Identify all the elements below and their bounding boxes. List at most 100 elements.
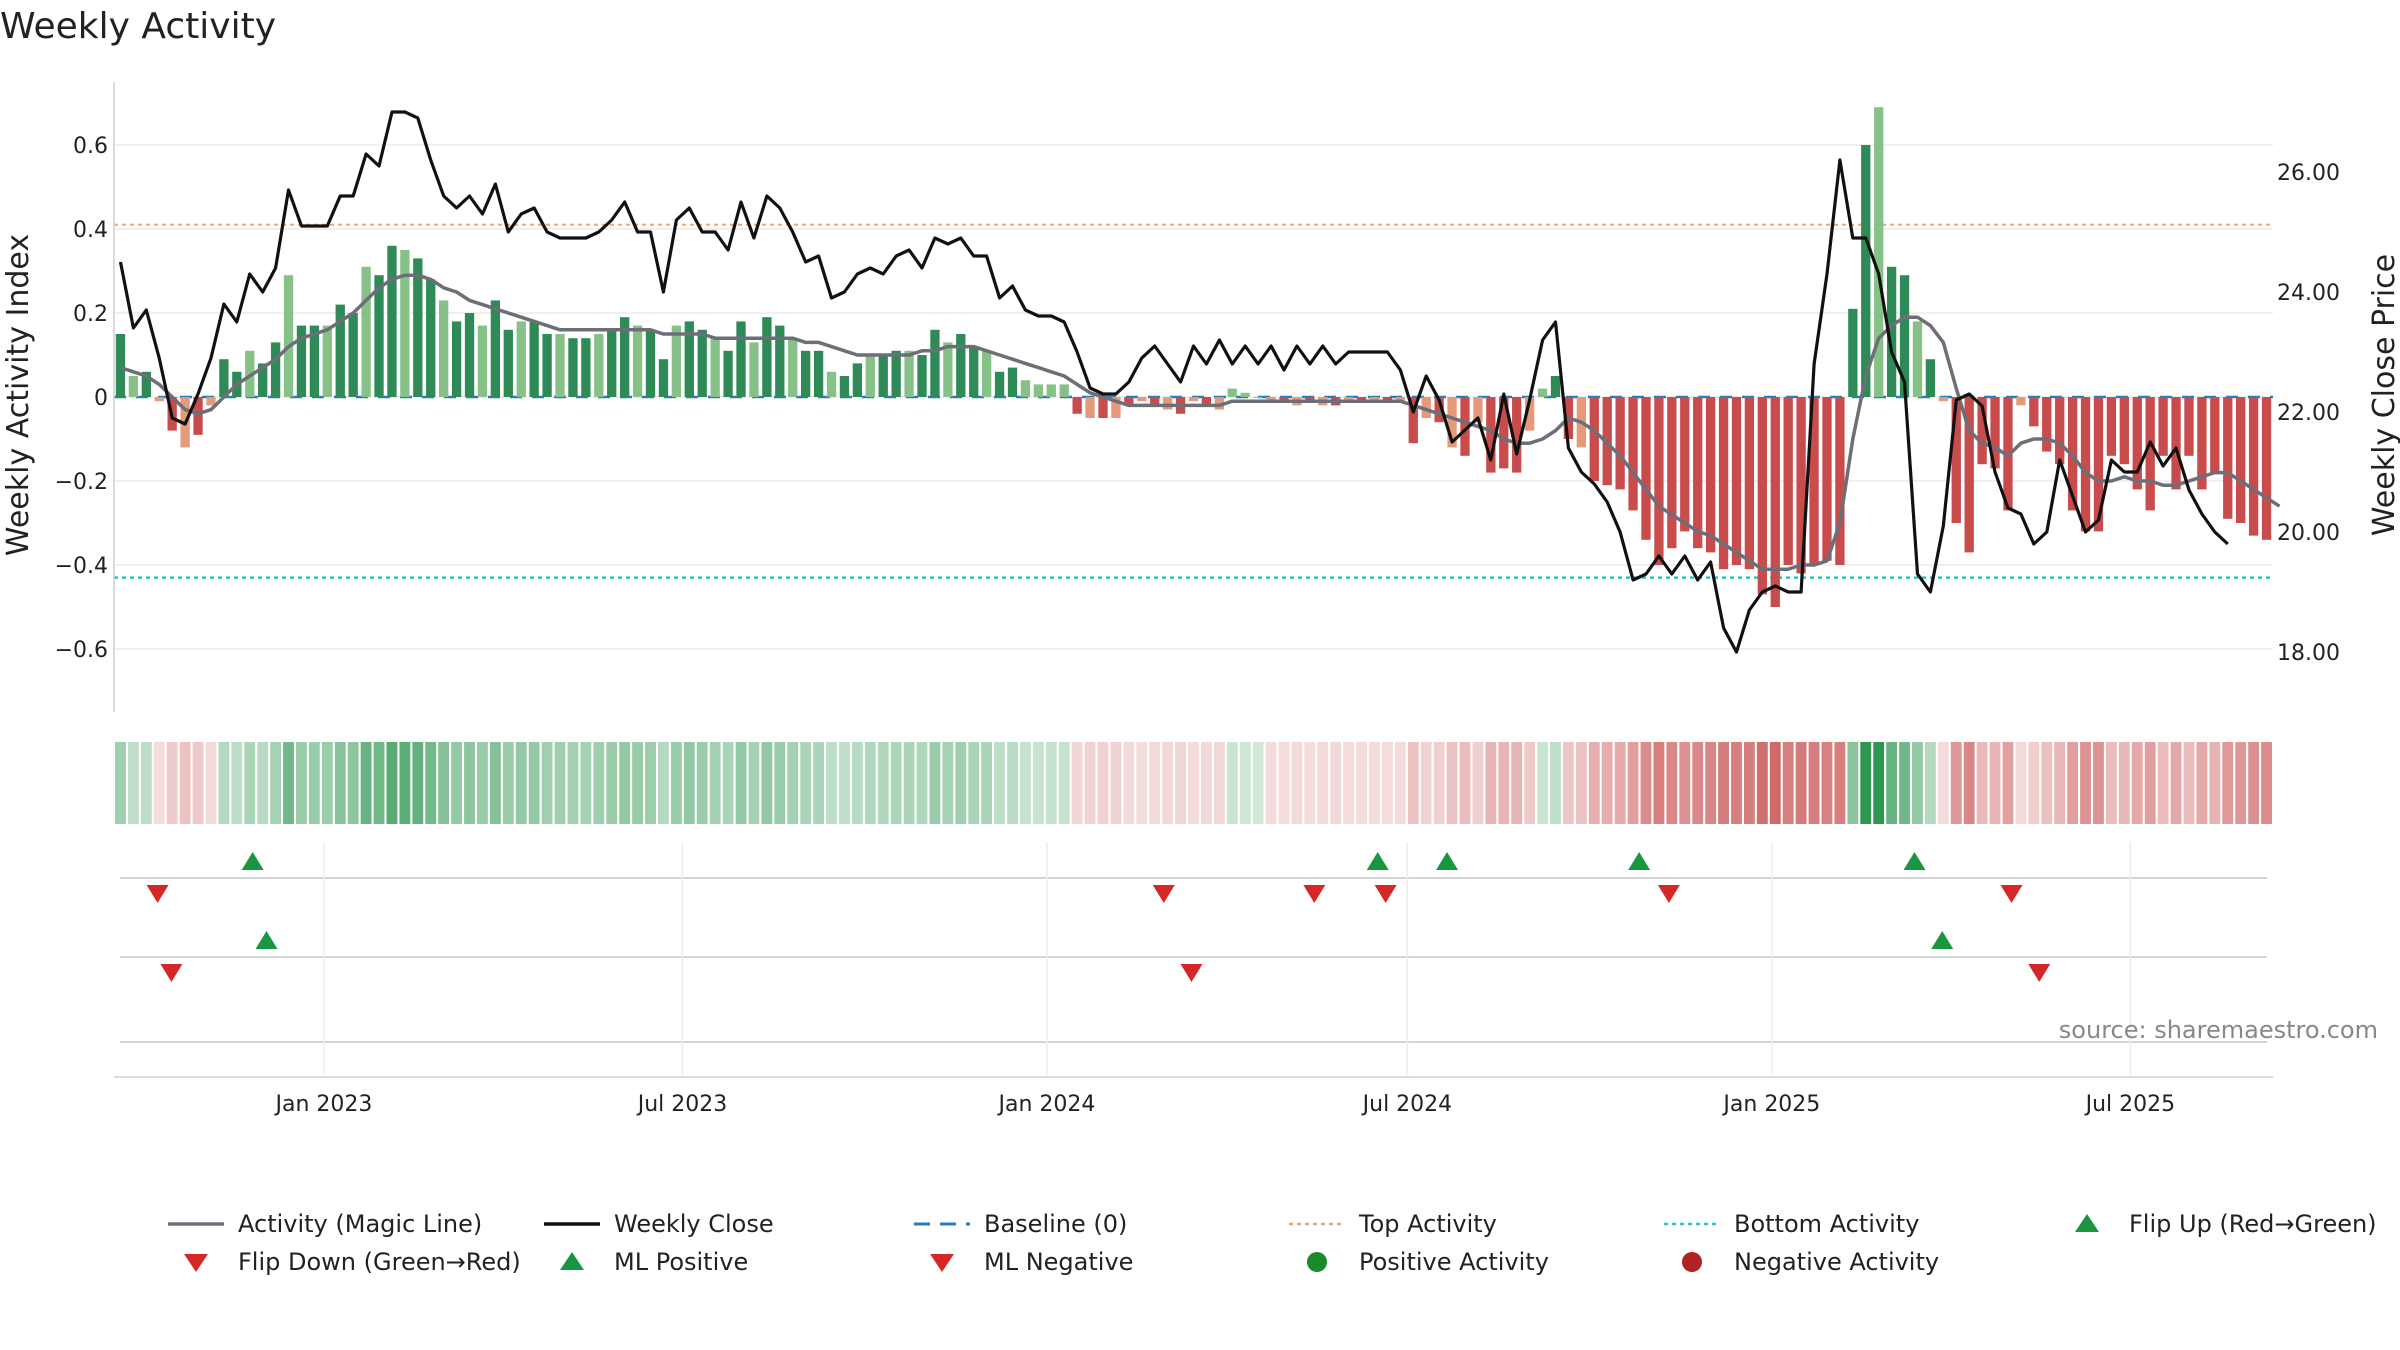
heat-cell	[1472, 742, 1484, 824]
legend-label: Activity (Magic Line)	[238, 1210, 482, 1238]
activity-bar	[1072, 397, 1082, 414]
heat-cell	[2196, 742, 2208, 824]
activity-bar	[904, 350, 914, 397]
heat-cell	[257, 742, 269, 824]
heat-cell	[1912, 742, 1923, 824]
heat-cell	[696, 742, 708, 824]
heat-cell	[1459, 742, 1471, 824]
heat-cell	[1795, 742, 1807, 824]
activity-bar	[671, 325, 682, 397]
heat-cell	[826, 742, 837, 824]
activity-bar	[542, 334, 552, 397]
heat-cell	[1097, 742, 1109, 824]
activity-bar	[839, 376, 850, 397]
activity-bar	[270, 342, 281, 397]
flip-up-marker	[1436, 852, 1459, 870]
heat-cell	[1252, 742, 1264, 824]
activity-bar	[1188, 397, 1199, 402]
activity-bar	[1641, 397, 1651, 540]
heat-cell	[1239, 742, 1251, 824]
heat-cell	[1032, 742, 1044, 824]
heat-cell	[735, 742, 747, 824]
legend-item: ML Positive	[560, 1248, 748, 1276]
heat-cell	[2248, 742, 2260, 824]
heat-cell	[334, 742, 346, 824]
activity-bar	[2093, 397, 2104, 532]
activity-bar	[1705, 397, 1716, 553]
x-tick-label: Jul 2024	[1361, 1092, 1453, 1117]
heat-cell	[1963, 742, 1975, 824]
activity-bar	[1162, 397, 1173, 410]
activity-bar	[852, 363, 863, 397]
activity-bar	[1033, 384, 1044, 397]
heat-cell	[1562, 742, 1574, 824]
activity-bar	[283, 275, 294, 397]
heat-cell	[761, 742, 773, 824]
heat-cell	[839, 742, 850, 824]
heat-cell	[1188, 742, 1199, 824]
heat-cell	[2041, 742, 2053, 824]
activity-bar	[1628, 397, 1638, 511]
flip-up-marker	[1931, 931, 1954, 949]
activity-bar	[1550, 376, 1561, 397]
flip-down-marker	[2000, 885, 2023, 903]
y-tick-label: 0.2	[73, 302, 108, 327]
activity-bar	[1938, 397, 1948, 402]
heat-cell	[619, 742, 631, 824]
activity-bar	[645, 329, 656, 397]
flip-down-marker	[160, 964, 183, 982]
activity-bar	[374, 275, 384, 397]
legend-item: Flip Up (Red→Green)	[2075, 1210, 2377, 1238]
activity-bar	[2132, 397, 2142, 490]
activity-bar	[1098, 397, 1108, 418]
legend-swatch	[930, 1254, 954, 1272]
heat-cell	[1718, 742, 1729, 824]
activity-bar	[503, 329, 513, 397]
activity-bar	[206, 397, 216, 406]
heat-cell	[955, 742, 967, 824]
activity-bar	[413, 258, 423, 397]
y-axis-tick-labels: −0.6 −0.4 −0.2 0 0.2 0.4 0.6	[55, 134, 108, 663]
activity-bar	[1305, 397, 1315, 402]
activity-bar	[322, 325, 332, 397]
activity-bar	[620, 317, 630, 397]
y-tick-label: −0.6	[55, 638, 108, 663]
heat-cell	[851, 742, 863, 824]
x-tick-label: Jan 2025	[1721, 1092, 1820, 1117]
heat-cell	[2054, 742, 2066, 824]
heat-cell	[451, 742, 463, 824]
heat-cell	[231, 742, 243, 824]
heat-cell	[1394, 742, 1406, 824]
activity-bar	[2029, 397, 2039, 427]
heat-cell	[140, 742, 152, 824]
activity-bar	[1473, 397, 1483, 423]
heat-cell	[748, 742, 760, 824]
flip-down-marker	[1303, 885, 1326, 903]
y-tick-label: −0.2	[55, 470, 108, 495]
legend-swatch	[2075, 1214, 2099, 1232]
legend-swatch	[1682, 1252, 1702, 1272]
legend-swatch	[1307, 1252, 1327, 1272]
heat-cell	[1330, 742, 1342, 824]
activity-bar	[1266, 397, 1276, 402]
activity-bar	[1537, 388, 1548, 397]
heat-cell	[722, 742, 734, 824]
activity-bar	[1240, 392, 1250, 397]
heat-cell	[2002, 742, 2014, 824]
activity-bar	[2106, 397, 2117, 456]
legend-label: Negative Activity	[1734, 1248, 1939, 1276]
heat-cell	[864, 742, 876, 824]
heat-cell	[270, 742, 282, 824]
activity-bar	[1977, 397, 1987, 465]
heat-cell	[386, 742, 398, 824]
flip-up-marker	[1903, 852, 1926, 870]
activity-bar	[258, 363, 268, 397]
activity-bar	[594, 334, 604, 397]
activity-bar	[2223, 397, 2233, 519]
activity-bar	[1007, 367, 1018, 397]
legend-item: Negative Activity	[1682, 1248, 1939, 1276]
activity-bar	[477, 325, 488, 397]
activity-heat-strip	[115, 742, 2272, 824]
activity-bar	[775, 325, 785, 397]
heat-cell	[1588, 742, 1600, 824]
